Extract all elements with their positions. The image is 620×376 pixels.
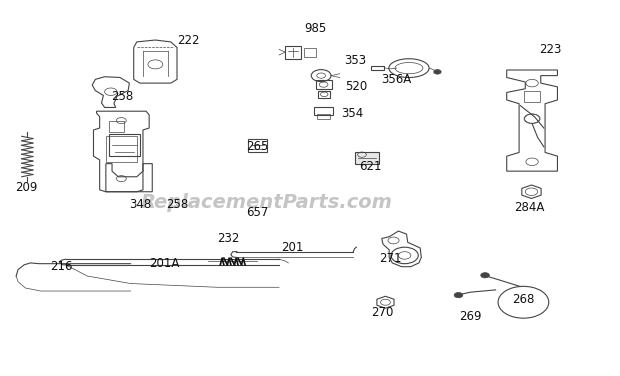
Text: 269: 269 xyxy=(459,310,482,323)
Text: 657: 657 xyxy=(246,206,268,219)
Text: 271: 271 xyxy=(379,252,402,265)
Text: ReplacementParts.com: ReplacementParts.com xyxy=(141,194,392,212)
Text: 216: 216 xyxy=(50,260,73,273)
Text: 265: 265 xyxy=(246,140,268,153)
Text: 621: 621 xyxy=(360,160,382,173)
Text: 201A: 201A xyxy=(149,257,180,270)
Text: 222: 222 xyxy=(177,33,200,47)
Text: 258: 258 xyxy=(166,199,188,211)
Text: 268: 268 xyxy=(512,293,534,306)
Text: 201: 201 xyxy=(281,241,304,255)
Bar xyxy=(109,121,125,132)
Circle shape xyxy=(480,273,489,278)
Text: 223: 223 xyxy=(539,43,561,56)
Text: 348: 348 xyxy=(129,199,151,211)
Circle shape xyxy=(434,70,441,74)
Text: 520: 520 xyxy=(345,80,367,93)
Text: 209: 209 xyxy=(16,180,38,194)
Text: 985: 985 xyxy=(304,22,326,35)
Circle shape xyxy=(454,293,463,298)
Text: 354: 354 xyxy=(342,106,364,120)
Text: 232: 232 xyxy=(217,232,239,245)
Text: 284A: 284A xyxy=(515,201,545,214)
Bar xyxy=(106,136,137,162)
Text: 270: 270 xyxy=(371,306,394,319)
Text: 353: 353 xyxy=(345,54,367,67)
Text: 356A: 356A xyxy=(381,73,412,86)
FancyBboxPatch shape xyxy=(355,152,379,164)
Bar xyxy=(524,91,540,102)
Text: 258: 258 xyxy=(111,90,133,103)
